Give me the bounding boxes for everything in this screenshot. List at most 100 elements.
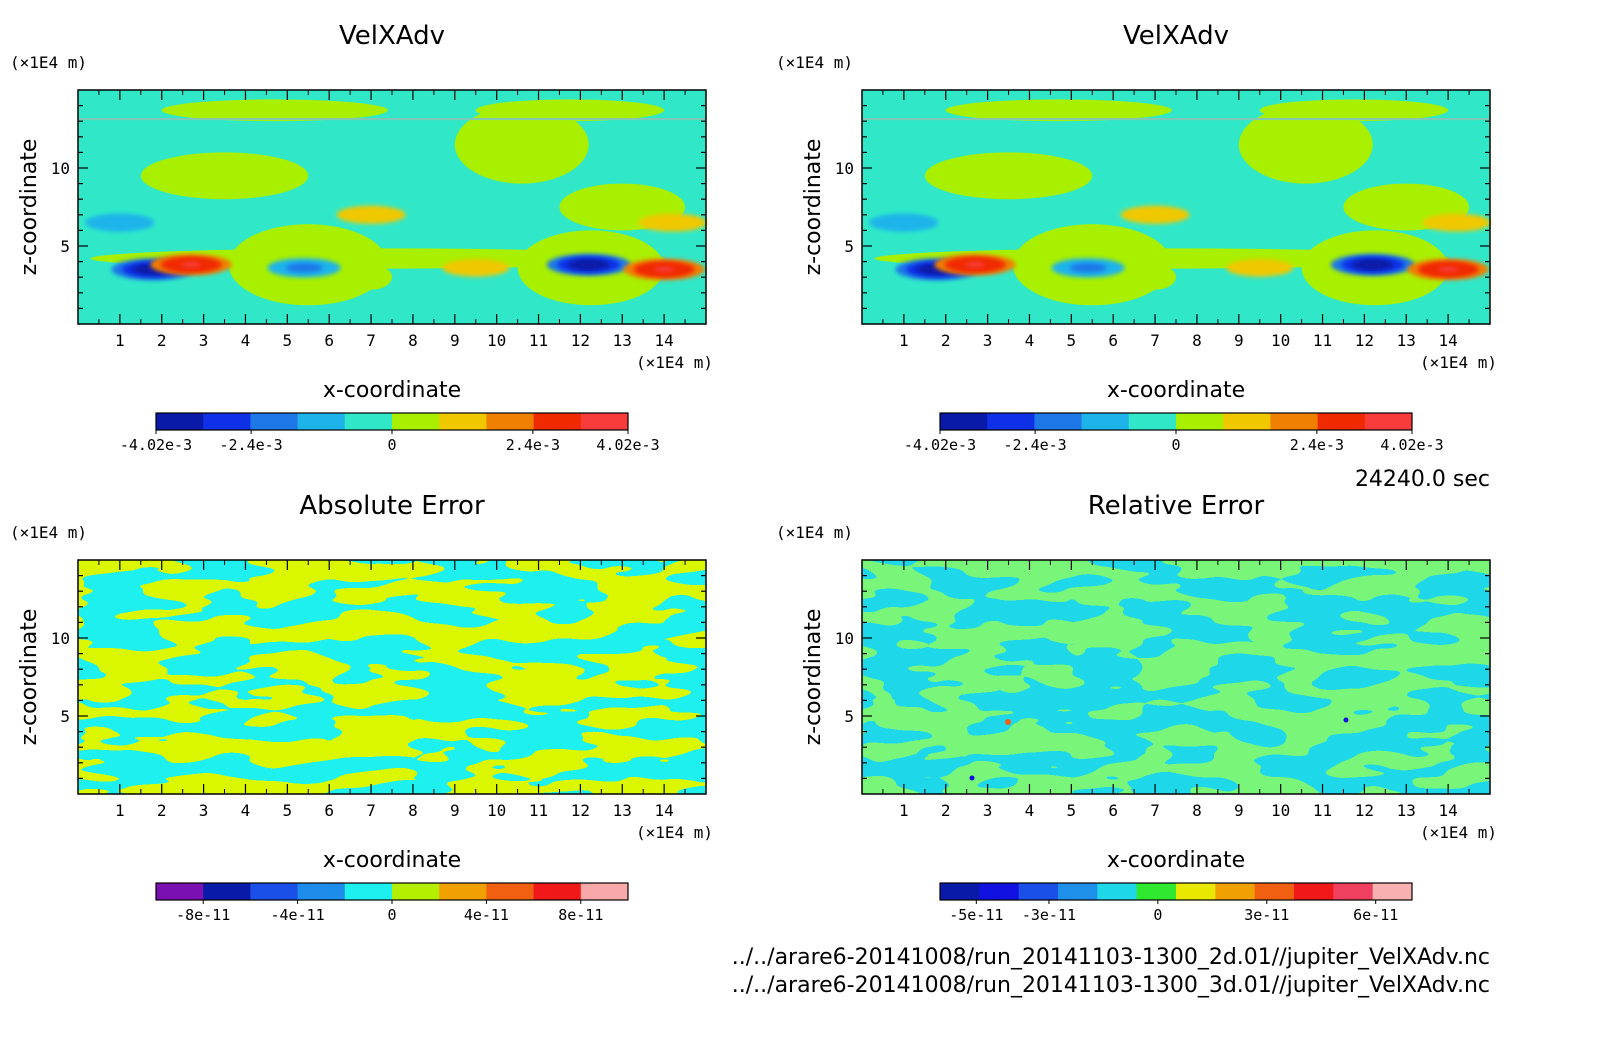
colorbar-swatch (1018, 883, 1059, 900)
field-feature (638, 213, 707, 232)
x-tick-label: 8 (1192, 331, 1202, 350)
plot-area (861, 559, 1491, 795)
colorbar-swatch (1333, 883, 1374, 900)
field-band (1238, 105, 1373, 184)
error-speck (969, 775, 975, 781)
x-axis-label: x-coordinate (1107, 848, 1245, 873)
x-tick-label: 8 (1192, 801, 1202, 820)
x-tick-label: 8 (408, 331, 418, 350)
colorbar-tick-label: -4.02e-3 (120, 436, 192, 454)
colorbar-tick-label: 2.4e-3 (506, 436, 560, 454)
colorbar-swatch (580, 883, 629, 900)
field-band (475, 99, 665, 122)
x-tick-label: 3 (983, 801, 993, 820)
x-tick-label: 14 (655, 801, 674, 820)
x-tick-label: 7 (1150, 801, 1160, 820)
x-tick-label: 10 (1271, 331, 1290, 350)
colorbar-swatch (940, 413, 988, 430)
colorbar-swatch (979, 883, 1020, 900)
x-tick-label: 1 (899, 801, 909, 820)
x-tick-label: 6 (1108, 331, 1118, 350)
colorbar-swatch (1081, 413, 1130, 430)
colorbar-swatch (297, 413, 346, 430)
y-axis-label: z-coordinate (17, 609, 42, 746)
field-feature (653, 266, 675, 273)
x-tick-label: 13 (1397, 331, 1416, 350)
colorbar-swatch (203, 883, 251, 900)
colorbar-swatch (1254, 883, 1295, 900)
x-unit-label: (×1E4 m) (1420, 353, 1497, 372)
colorbar-swatch (1176, 413, 1224, 430)
colorbar-tick-label: 8e-11 (558, 906, 603, 924)
error-pattern (78, 560, 706, 794)
x-tick-label: 1 (115, 801, 125, 820)
x-tick-label: 9 (1234, 801, 1244, 820)
x-tick-label: 5 (283, 801, 293, 820)
colorbar-swatch (297, 883, 346, 900)
x-tick-label: 12 (571, 801, 590, 820)
field-feature (85, 213, 155, 232)
x-tick-label: 2 (941, 801, 951, 820)
colorbar-tick-label: 0 (387, 436, 396, 454)
x-axis-label: x-coordinate (1107, 378, 1245, 403)
field-feature (964, 262, 986, 268)
colorbar-swatch (156, 883, 204, 900)
field-band (924, 152, 1093, 200)
colorbar-tick-label: -8e-11 (176, 906, 230, 924)
x-tick-label: 11 (1313, 331, 1332, 350)
field-stripe (78, 118, 706, 121)
colorbar-swatch (1097, 883, 1138, 900)
colorbar-tick-label: -2.4e-3 (219, 436, 282, 454)
x-unit-label: (×1E4 m) (636, 823, 713, 842)
x-tick-label: 14 (655, 331, 674, 350)
colorbar-swatch (533, 413, 582, 430)
colorbar-swatch (987, 413, 1035, 430)
y-axis-label: z-coordinate (17, 139, 42, 276)
colorbar-tick-label: -3e-11 (1022, 906, 1076, 924)
x-tick-label: 4 (1025, 801, 1035, 820)
colorbar-swatch (203, 413, 251, 430)
colorbar-swatch (156, 413, 204, 430)
colorbar-tick-label: -2.4e-3 (1003, 436, 1066, 454)
y-tick-label: 10 (51, 629, 70, 648)
field-feature (869, 213, 939, 232)
colorbar-swatch (486, 413, 535, 430)
x-tick-label: 6 (324, 801, 334, 820)
colorbar-swatch (580, 413, 629, 430)
colorbar-frame (939, 882, 1413, 901)
colorbar-swatch (940, 883, 980, 900)
x-tick-label: 5 (1067, 331, 1077, 350)
colorbar-swatch (250, 883, 299, 900)
x-tick-label: 3 (199, 331, 209, 350)
field-feature (285, 263, 323, 273)
error-speck (1005, 719, 1011, 725)
colorbar: -4.02e-3 -2.4e-3 0 2.4e-3 4.02e-3 (120, 412, 660, 454)
x-tick-label: 11 (529, 331, 548, 350)
x-tick-label: 13 (613, 331, 632, 350)
colorbar: -4.02e-3 -2.4e-3 0 2.4e-3 4.02e-3 (904, 412, 1444, 454)
y-unit-label: (×1E4 m) (10, 53, 87, 72)
field-feature (1362, 261, 1384, 268)
field-band (1259, 99, 1449, 122)
x-tick-label: 7 (366, 801, 376, 820)
error-speck (1343, 717, 1349, 723)
colorbar-swatch (439, 883, 487, 900)
x-tick-label: 12 (1355, 801, 1374, 820)
plot-area (861, 89, 1491, 325)
colorbar-swatch (344, 883, 393, 900)
field-feature (442, 258, 510, 277)
colorbar: -8e-11 -4e-11 0 4e-11 8e-11 (155, 882, 629, 924)
x-tick-label: 13 (613, 801, 632, 820)
x-tick-label: 14 (1439, 331, 1458, 350)
panel-title: VelXAdv (339, 21, 445, 51)
field-band (1134, 264, 1176, 290)
colorbar-tick-label: 0 (1171, 436, 1180, 454)
x-tick-label: 9 (450, 331, 460, 350)
x-tick-label: 3 (199, 801, 209, 820)
x-tick-label: 10 (1271, 801, 1290, 820)
colorbar-swatch (250, 413, 299, 430)
colorbar-swatch (1176, 883, 1216, 900)
field-band (350, 264, 393, 290)
